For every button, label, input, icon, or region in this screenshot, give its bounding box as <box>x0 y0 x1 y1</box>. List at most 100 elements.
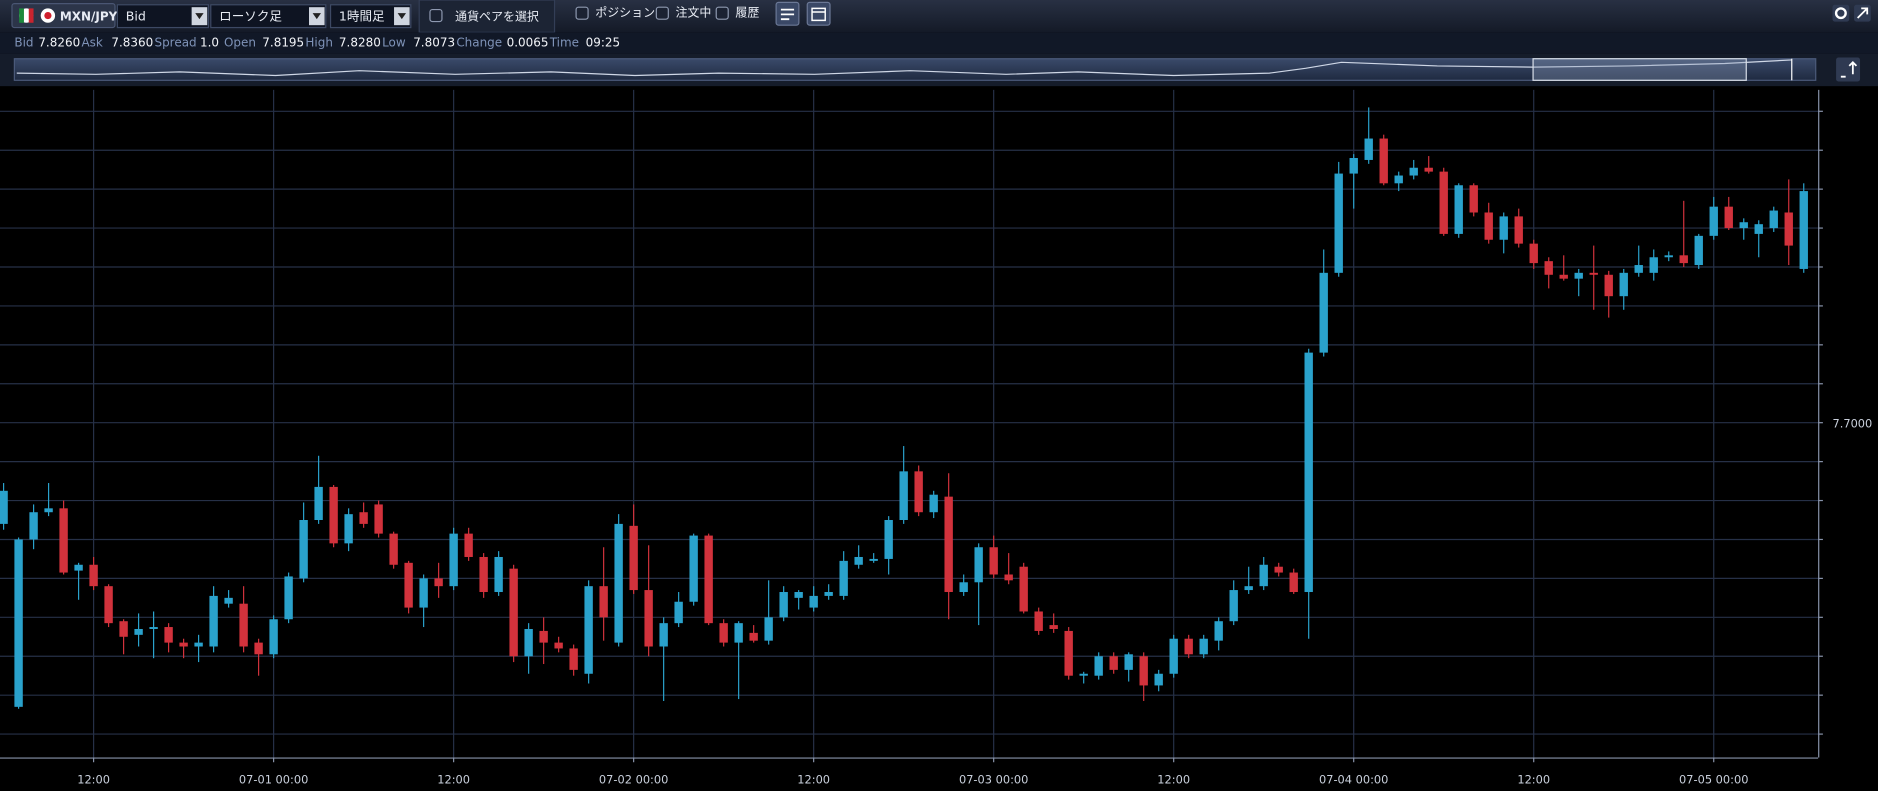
quote-value: 0.0065 <box>507 36 549 50</box>
icon-button[interactable] <box>806 1 831 26</box>
candle-body <box>224 597 233 604</box>
candle-body <box>1784 212 1793 246</box>
candle-body <box>1094 656 1103 676</box>
x-tick-label: 07-04 00:00 <box>1319 773 1388 787</box>
candle-body <box>344 514 353 544</box>
dropdown-arrow <box>312 13 321 20</box>
candle-body <box>509 568 518 657</box>
candle-body <box>704 535 713 624</box>
candle-body <box>959 582 968 593</box>
candle-body <box>254 642 263 655</box>
quote-label: Ask <box>81 36 102 50</box>
orders-checkbox[interactable] <box>655 6 669 20</box>
candle-body <box>719 623 728 643</box>
candle-body <box>1154 673 1163 686</box>
candle-body <box>1559 274 1568 279</box>
icon <box>811 7 826 22</box>
x-tick-label: 07-05 00:00 <box>1679 773 1748 787</box>
navigator[interactable] <box>13 58 1817 81</box>
navigator-line <box>16 59 1792 77</box>
candle-body <box>449 533 458 587</box>
positions-checkbox[interactable] <box>575 6 589 20</box>
candle-body <box>299 520 308 579</box>
period-dropdown[interactable] <box>329 4 412 29</box>
candle-body <box>1664 255 1673 258</box>
flag-mxn-green <box>19 8 24 23</box>
candle-body <box>989 547 998 575</box>
candle-body <box>764 617 773 641</box>
quote-value: 7.8260 <box>38 36 80 50</box>
candle-body <box>374 504 383 534</box>
candle-body <box>14 539 23 707</box>
candle-body <box>179 642 188 647</box>
chart-type-dropdown[interactable] <box>210 4 327 29</box>
candle-body <box>974 547 983 583</box>
candle-body <box>1394 175 1403 184</box>
candle-body <box>284 576 293 620</box>
candle-body <box>629 525 638 591</box>
candle-body <box>1604 274 1613 297</box>
candle-body <box>434 578 443 587</box>
candle-body <box>1019 566 1028 612</box>
candle-body <box>779 592 788 618</box>
candle-body <box>1214 621 1223 641</box>
candle-body <box>1124 654 1133 670</box>
quote-label: Spread <box>155 36 197 50</box>
candle-body <box>914 471 923 513</box>
flag-jpy-sun <box>44 11 52 20</box>
pair-box[interactable] <box>11 2 116 29</box>
candle-body <box>29 512 38 540</box>
quote-label: Low <box>382 36 406 50</box>
candle-body <box>1319 272 1328 353</box>
candle-body <box>149 627 158 629</box>
candle-body <box>1769 210 1778 229</box>
candle-body <box>119 621 128 637</box>
select-pair-label: 通貨ペアを選択 <box>455 8 539 23</box>
quote-label: Time <box>549 36 579 50</box>
candle-body <box>1259 564 1268 587</box>
candle-body <box>1379 138 1388 184</box>
candle-body <box>1724 206 1733 229</box>
history-checkbox[interactable] <box>715 6 729 20</box>
quote-label: Change <box>456 36 502 50</box>
candle-body <box>1694 235 1703 266</box>
candle-body <box>104 586 113 624</box>
period: 1時間足 <box>339 8 385 23</box>
quote-value: 1.0 <box>200 36 219 50</box>
icon <box>780 8 795 21</box>
candle-body <box>1754 224 1763 234</box>
checkbox[interactable] <box>429 8 443 23</box>
x-tick-label: 12:00 <box>797 773 830 787</box>
candle-body <box>1649 257 1658 273</box>
x-tick-label: 07-03 00:00 <box>959 773 1028 787</box>
candle-body <box>674 601 683 624</box>
candle-body <box>1589 272 1598 275</box>
candle-body <box>389 533 398 565</box>
pair-label: MXN/JPY <box>60 9 118 23</box>
dropdown-arrow <box>397 13 407 20</box>
candle-body <box>164 627 173 643</box>
candle-body <box>1349 158 1358 174</box>
candle-body <box>569 648 578 670</box>
candle-body <box>74 564 83 571</box>
candle-body <box>1109 656 1118 670</box>
quote-group: Bid 7.8260 Ask 7.8360 Spread 1.0 Open 7.8195 Hig… <box>14 36 620 50</box>
y-tick-label: 7.7000 <box>1832 416 1872 430</box>
icon <box>1834 7 1847 20</box>
orders-label: 注文中 <box>676 5 712 20</box>
x-tick-label: 12:00 <box>437 773 470 787</box>
candle-body <box>89 564 98 587</box>
zoom-button[interactable] <box>1836 57 1861 82</box>
chart-type: ローソク足 <box>219 8 282 23</box>
navigator-window[interactable] <box>1532 58 1747 81</box>
candle-body <box>659 623 668 647</box>
candle-body <box>944 496 953 593</box>
candle-body <box>1334 173 1343 273</box>
candle-body <box>734 623 743 643</box>
candle-body <box>1619 272 1628 297</box>
price-type: Bid <box>126 8 146 23</box>
candle-body <box>1274 566 1283 573</box>
price-type-dropdown[interactable] <box>116 4 209 29</box>
quote-value: 09:25 <box>586 36 620 50</box>
